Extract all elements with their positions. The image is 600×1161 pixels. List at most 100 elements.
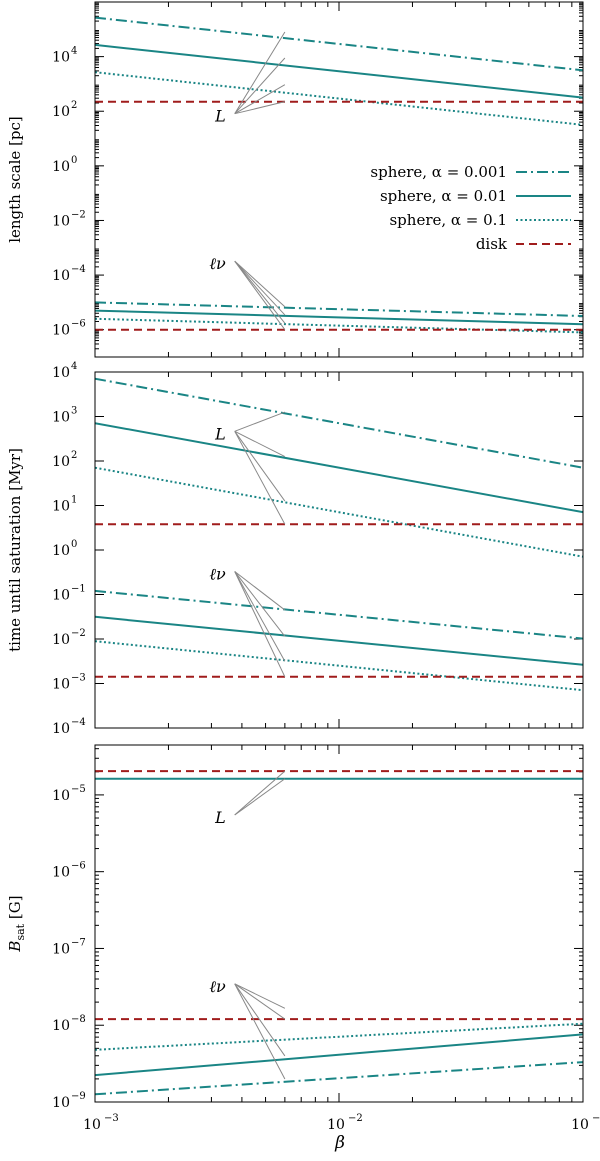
y-tick-label: 10 — [52, 721, 70, 737]
series-line — [95, 71, 583, 126]
y-tick-exponent: −5 — [71, 784, 86, 795]
series-line — [95, 466, 583, 558]
annotation-leader-line — [234, 260, 286, 316]
y-tick-exponent: −2 — [71, 209, 86, 220]
y-tick-exponent: 1 — [71, 495, 77, 506]
x-tick-label: 10 — [83, 1117, 101, 1133]
y-tick-exponent: 4 — [71, 361, 77, 372]
annotation-label: L — [214, 107, 226, 126]
series-line — [95, 377, 583, 469]
annotation-label: ℓν — [209, 977, 226, 996]
y-axis-label: time until saturation [Myr] — [6, 448, 24, 652]
y-tick-label: 10 — [52, 365, 70, 381]
x-tick-exponent: −1 — [592, 1113, 600, 1124]
y-tick-exponent: −3 — [71, 673, 86, 684]
annotation-leader-line — [234, 571, 286, 662]
series-line — [95, 1022, 583, 1051]
annotation-label: L — [214, 424, 226, 443]
annotation-label: L — [214, 808, 226, 827]
annotation-leader-line — [234, 411, 286, 432]
y-tick-exponent: 4 — [71, 46, 77, 57]
y-tick-label: 10 — [52, 865, 70, 881]
y-tick-exponent: −4 — [71, 264, 86, 275]
y-tick-label: 10 — [52, 588, 70, 604]
y-tick-exponent: 2 — [71, 100, 77, 111]
annotation-leader-line — [234, 260, 286, 330]
y-tick-exponent: 0 — [71, 539, 77, 550]
series-line — [95, 422, 583, 514]
series-line — [95, 16, 583, 72]
y-tick-label: 10 — [52, 543, 70, 559]
y-tick-exponent: −9 — [71, 1091, 86, 1102]
y-tick-label: 10 — [52, 159, 70, 175]
y-tick-exponent: 2 — [71, 450, 77, 461]
y-tick-label: 10 — [52, 788, 70, 804]
y-tick-label: 10 — [52, 323, 70, 339]
y-tick-label: 10 — [52, 50, 70, 66]
series-line — [95, 640, 583, 692]
annotation-leader-line — [234, 84, 286, 115]
y-tick-label: 10 — [52, 410, 70, 426]
y-tick-exponent: −6 — [71, 861, 86, 872]
plot-frame — [94, 744, 584, 1103]
legend-label: sphere, α = 0.001 — [370, 163, 507, 181]
annotation-label: ℓν — [209, 254, 226, 273]
series-line — [95, 301, 583, 317]
annotation-leader-line — [234, 770, 286, 816]
y-tick-exponent: −8 — [71, 1014, 86, 1025]
series-line — [95, 43, 583, 99]
y-tick-label: 10 — [52, 499, 70, 515]
annotation-leader-line — [234, 31, 286, 114]
annotation-leader-line — [234, 260, 286, 324]
series-line — [95, 589, 583, 640]
series-line — [95, 1061, 583, 1096]
series-line — [95, 317, 583, 334]
legend: sphere, α = 0.001 sphere, α = 0.01 sphere,… — [370, 163, 571, 253]
series-line — [95, 309, 583, 326]
legend-label: sphere, α = 0.01 — [380, 187, 507, 205]
annotation-leader-line — [234, 430, 286, 457]
y-tick-exponent: −2 — [71, 628, 86, 639]
annotation-leader-line — [234, 983, 286, 1009]
y-tick-label: 10 — [52, 213, 70, 229]
x-tick-exponent: −3 — [104, 1113, 119, 1124]
plot-frame — [94, 371, 584, 729]
y-tick-exponent: −6 — [71, 319, 86, 330]
annotation-leader-line — [234, 983, 286, 1020]
annotation-leader-line — [234, 57, 286, 115]
y-tick-label: 10 — [52, 268, 70, 284]
annotation-label: ℓν — [209, 564, 226, 583]
plot-frame — [94, 1, 584, 358]
legend-label: sphere, α = 0.1 — [389, 211, 507, 229]
y-tick-exponent: −1 — [71, 584, 86, 595]
legend-label: disk — [476, 235, 508, 253]
annotation-leader-line — [234, 431, 286, 525]
y-tick-label: 10 — [52, 454, 70, 470]
series-line — [95, 1033, 583, 1077]
annotation-leader-line — [234, 983, 286, 1057]
annotation-leader-line — [234, 101, 285, 115]
y-tick-label: 10 — [52, 632, 70, 648]
y-tick-exponent: 3 — [71, 406, 77, 417]
annotation-leader-line — [234, 778, 286, 816]
y-tick-label: 10 — [52, 104, 70, 120]
annotation-leader-line — [234, 260, 286, 308]
y-tick-exponent: −4 — [71, 717, 86, 728]
annotation-leader-line — [234, 431, 286, 502]
annotation-leader-line — [234, 983, 286, 1080]
y-tick-label: 10 — [52, 941, 70, 957]
x-tick-label: 10 — [327, 1117, 345, 1133]
y-axis-label: Bsat [G] — [6, 895, 27, 952]
x-tick-exponent: −2 — [348, 1113, 363, 1124]
y-axis-label: length scale [pc] — [6, 116, 24, 243]
y-tick-exponent: −7 — [71, 937, 86, 948]
y-tick-label: 10 — [52, 1095, 70, 1111]
annotation-leader-line — [234, 571, 286, 611]
y-tick-exponent: 0 — [71, 155, 77, 166]
y-tick-label: 10 — [52, 1018, 70, 1034]
annotation-leader-line — [234, 571, 286, 678]
